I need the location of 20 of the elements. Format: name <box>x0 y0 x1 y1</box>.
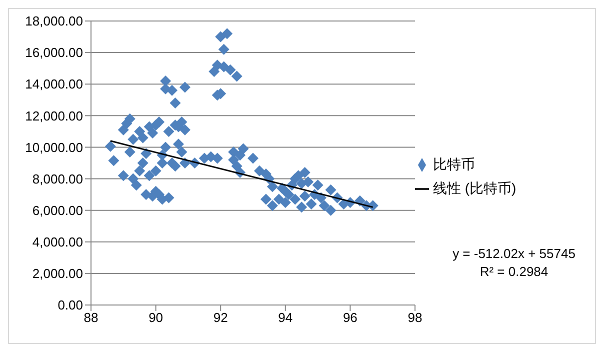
x-tick-label: 94 <box>278 310 293 326</box>
text: R² = 0.2984 <box>478 263 550 281</box>
y-tick-label: 0.00 <box>58 298 83 313</box>
y-tick-label: 8,000.00 <box>32 171 83 186</box>
legend-label: 比特币 <box>433 156 475 172</box>
y-tick-label: 4,000.00 <box>32 234 83 250</box>
y-tick-label: 12,000.00 <box>25 108 83 124</box>
x-tick-label: 92 <box>213 310 228 326</box>
y-tick-label: 10,000.00 <box>25 140 83 155</box>
x-tick-label: 96 <box>342 310 358 326</box>
text: y = -512.02x + 55745 <box>452 245 576 263</box>
legend-label: 线性 (比特币) <box>433 180 516 196</box>
x-tick-label: 88 <box>84 310 98 326</box>
y-tick-label: 16,000.00 <box>25 45 83 60</box>
y-tick-label: 2,000.00 <box>32 266 83 282</box>
x-tick-label: 98 <box>408 310 422 326</box>
y-tick-label: 18,000.00 <box>25 14 83 29</box>
y-tick-label: 6,000.00 <box>32 202 83 218</box>
y-tick-label: 14,000.00 <box>25 76 83 92</box>
x-tick-label: 90 <box>148 310 164 326</box>
